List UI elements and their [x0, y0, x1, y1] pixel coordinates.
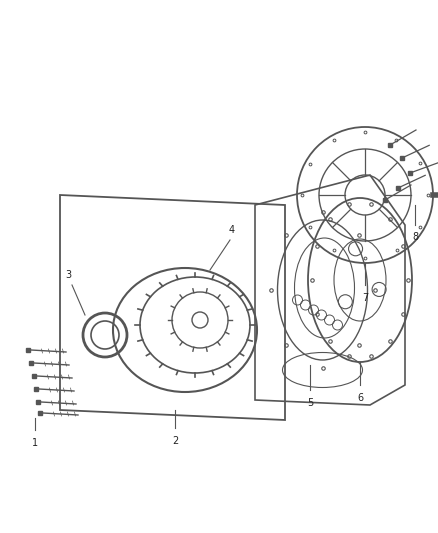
Text: 1: 1 [32, 438, 38, 448]
Text: 5: 5 [307, 398, 313, 408]
Text: 4: 4 [229, 225, 235, 235]
Text: 2: 2 [172, 436, 178, 446]
Text: 7: 7 [362, 293, 368, 303]
Text: 8: 8 [412, 232, 418, 242]
Text: 6: 6 [357, 393, 363, 403]
Text: 3: 3 [65, 270, 71, 280]
